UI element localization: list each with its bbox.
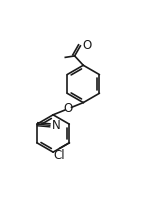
Text: Cl: Cl [53,149,65,162]
Text: O: O [64,102,73,115]
Text: N: N [52,119,60,132]
Text: O: O [82,39,91,52]
